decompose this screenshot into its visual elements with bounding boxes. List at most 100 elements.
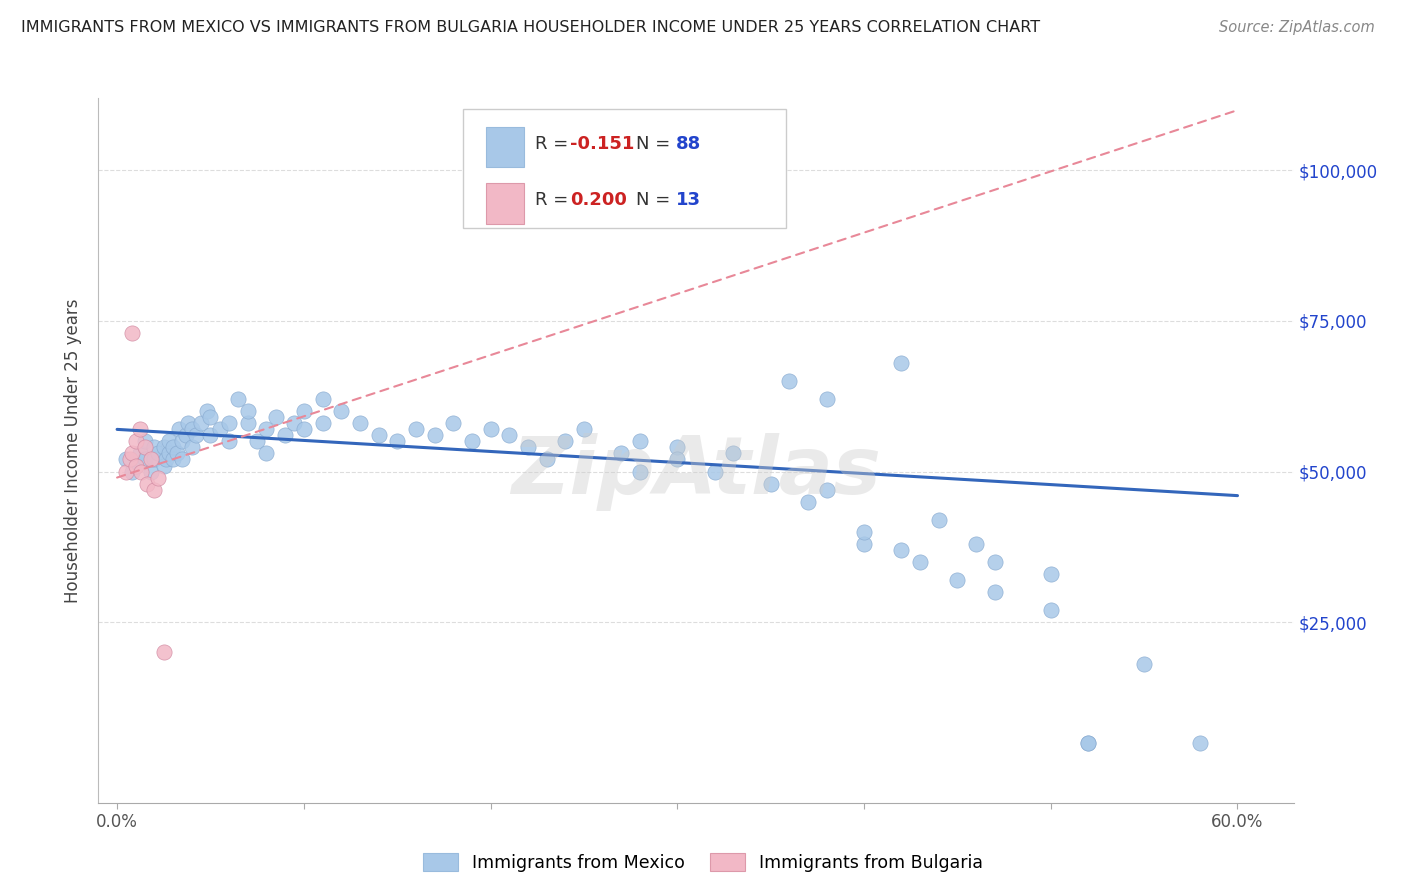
Point — [143, 441, 166, 455]
Text: IMMIGRANTS FROM MEXICO VS IMMIGRANTS FROM BULGARIA HOUSEHOLDER INCOME UNDER 25 Y: IMMIGRANTS FROM MEXICO VS IMMIGRANTS FRO… — [21, 20, 1040, 35]
Point — [498, 428, 520, 442]
Point — [139, 452, 162, 467]
Point — [172, 434, 194, 449]
Point — [190, 417, 212, 431]
Point — [256, 446, 278, 460]
Point — [120, 452, 142, 467]
Point — [121, 446, 143, 460]
Text: Source: ZipAtlas.com: Source: ZipAtlas.com — [1219, 20, 1375, 35]
Point — [236, 404, 259, 418]
Point — [330, 404, 353, 418]
Point — [853, 524, 876, 539]
Point — [928, 513, 950, 527]
Point — [128, 422, 150, 436]
Point — [184, 428, 207, 442]
Point — [143, 452, 166, 467]
Point — [572, 422, 595, 436]
Point — [311, 392, 333, 407]
FancyBboxPatch shape — [485, 127, 524, 167]
Point — [152, 645, 174, 659]
Point — [283, 417, 305, 431]
Point — [984, 585, 1007, 599]
Point — [965, 537, 987, 551]
Point — [162, 441, 184, 455]
Point — [200, 428, 222, 442]
Point — [628, 465, 651, 479]
Point — [703, 465, 725, 479]
Point — [236, 417, 259, 431]
Point — [367, 428, 389, 442]
Point — [152, 458, 174, 473]
Point — [853, 537, 876, 551]
Point — [174, 428, 197, 442]
Point — [195, 404, 218, 418]
Point — [815, 392, 838, 407]
Point — [131, 465, 153, 479]
Point — [200, 410, 222, 425]
Point — [115, 465, 138, 479]
Point — [759, 476, 782, 491]
Point — [1077, 735, 1099, 749]
Text: ZipAtlas: ZipAtlas — [510, 433, 882, 510]
Text: -0.151: -0.151 — [571, 135, 636, 153]
Point — [405, 422, 427, 436]
Legend: Immigrants from Mexico, Immigrants from Bulgaria: Immigrants from Mexico, Immigrants from … — [416, 847, 990, 879]
Point — [778, 374, 800, 388]
Y-axis label: Householder Income Under 25 years: Householder Income Under 25 years — [65, 298, 83, 603]
Point — [984, 555, 1007, 569]
Point — [228, 392, 250, 407]
Point — [167, 422, 190, 436]
Point — [148, 470, 170, 484]
Point — [155, 452, 177, 467]
Point — [157, 434, 180, 449]
Point — [115, 452, 138, 467]
Point — [908, 555, 931, 569]
Point — [136, 476, 159, 491]
Point — [666, 441, 689, 455]
Point — [121, 326, 143, 340]
Point — [218, 434, 240, 449]
FancyBboxPatch shape — [485, 184, 524, 224]
Point — [423, 428, 446, 442]
Point — [666, 452, 689, 467]
Point — [143, 483, 166, 497]
Point — [890, 542, 912, 557]
Point — [610, 446, 633, 460]
Point — [274, 428, 297, 442]
Point — [311, 417, 333, 431]
Point — [246, 434, 269, 449]
Point — [157, 446, 180, 460]
Point — [125, 434, 148, 449]
Text: 88: 88 — [676, 135, 702, 153]
Point — [349, 417, 371, 431]
Text: R =: R = — [534, 135, 574, 153]
Point — [1077, 735, 1099, 749]
Point — [139, 465, 162, 479]
Point — [134, 452, 156, 467]
Point — [128, 446, 150, 460]
Point — [166, 446, 188, 460]
Point — [125, 458, 148, 473]
Point — [536, 452, 558, 467]
Point — [256, 422, 278, 436]
Point — [797, 494, 820, 508]
Point — [723, 446, 745, 460]
Point — [177, 417, 200, 431]
Point — [121, 465, 143, 479]
Point — [134, 441, 156, 455]
Point — [890, 356, 912, 370]
Point — [172, 452, 194, 467]
Point — [292, 422, 315, 436]
Text: N =: N = — [637, 191, 676, 210]
Point — [479, 422, 502, 436]
Point — [180, 422, 202, 436]
Text: N =: N = — [637, 135, 676, 153]
Point — [218, 417, 240, 431]
Point — [554, 434, 576, 449]
Text: R =: R = — [534, 191, 574, 210]
Point — [148, 446, 170, 460]
Point — [208, 422, 231, 436]
Point — [152, 441, 174, 455]
Point — [264, 410, 287, 425]
Point — [125, 458, 148, 473]
